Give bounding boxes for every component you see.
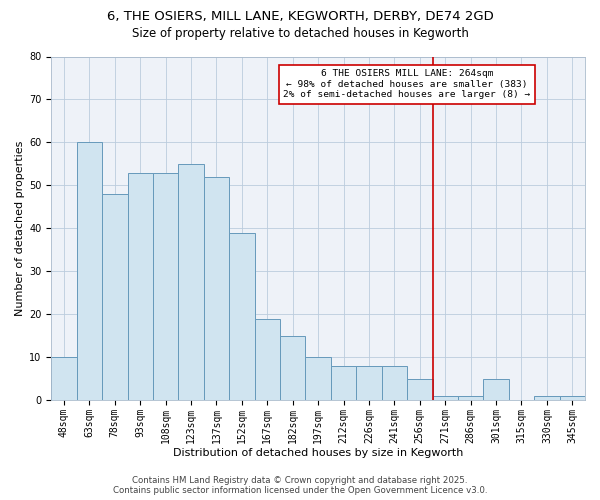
Bar: [102, 194, 128, 400]
Bar: [484, 379, 509, 400]
Bar: [51, 358, 77, 401]
Text: Contains HM Land Registry data © Crown copyright and database right 2025.
Contai: Contains HM Land Registry data © Crown c…: [113, 476, 487, 495]
Bar: [407, 379, 433, 400]
Bar: [534, 396, 560, 400]
Bar: [433, 396, 458, 400]
Text: 6 THE OSIERS MILL LANE: 264sqm
← 98% of detached houses are smaller (383)
2% of : 6 THE OSIERS MILL LANE: 264sqm ← 98% of …: [283, 70, 531, 99]
Bar: [560, 396, 585, 400]
X-axis label: Distribution of detached houses by size in Kegworth: Distribution of detached houses by size …: [173, 448, 463, 458]
Bar: [128, 172, 153, 400]
Bar: [178, 164, 204, 400]
Bar: [204, 177, 229, 400]
Bar: [77, 142, 102, 400]
Y-axis label: Number of detached properties: Number of detached properties: [15, 141, 25, 316]
Text: 6, THE OSIERS, MILL LANE, KEGWORTH, DERBY, DE74 2GD: 6, THE OSIERS, MILL LANE, KEGWORTH, DERB…: [107, 10, 493, 23]
Bar: [356, 366, 382, 400]
Bar: [458, 396, 484, 400]
Text: Size of property relative to detached houses in Kegworth: Size of property relative to detached ho…: [131, 28, 469, 40]
Bar: [153, 172, 178, 400]
Bar: [280, 336, 305, 400]
Bar: [305, 358, 331, 401]
Bar: [331, 366, 356, 400]
Bar: [382, 366, 407, 400]
Bar: [229, 233, 254, 400]
Bar: [254, 319, 280, 400]
